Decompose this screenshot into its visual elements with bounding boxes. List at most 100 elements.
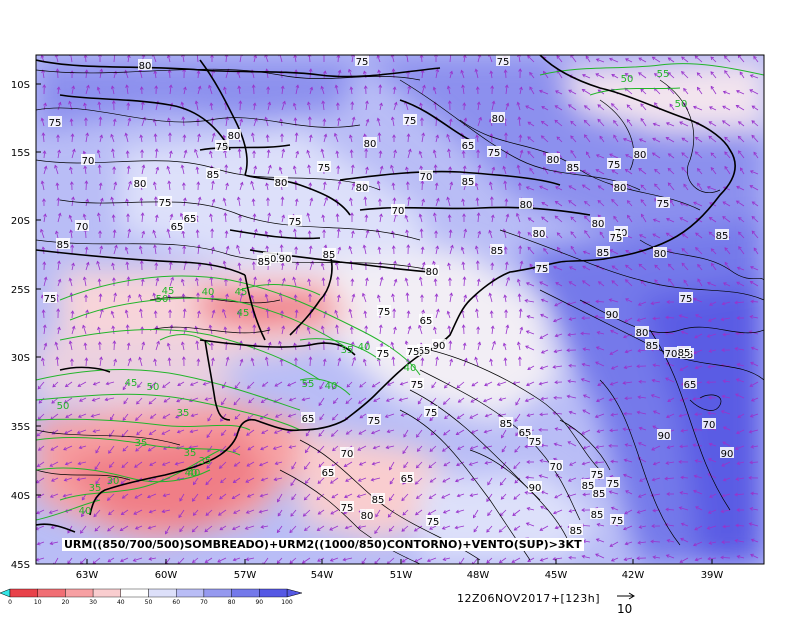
wind-vector: [584, 120, 591, 127]
wind-vector: [154, 71, 157, 79]
wind-vector-head: [525, 330, 530, 334]
wind-vector: [273, 445, 283, 450]
wind-vector: [405, 215, 409, 223]
wind-vector-head: [680, 475, 684, 480]
wind-vector: [680, 492, 689, 495]
wind-vector: [449, 119, 452, 127]
wind-vector-head: [419, 228, 424, 232]
lon-tick-label: 60W: [155, 570, 178, 581]
wind-vector-head: [665, 507, 669, 512]
wind-vector: [125, 310, 129, 319]
wind-vector: [735, 524, 745, 527]
wind-vector: [371, 429, 381, 434]
wind-vector: [499, 525, 507, 533]
black-contour-label: 75: [608, 160, 621, 171]
wind-vector: [554, 493, 563, 499]
wind-vector-head: [542, 151, 547, 156]
colorbar-segment: [65, 588, 94, 598]
wind-vector-head: [706, 185, 711, 190]
wind-vector-head: [348, 245, 353, 250]
wind-vector: [134, 461, 143, 468]
wind-vector: [471, 381, 479, 387]
wind-vector: [379, 277, 383, 287]
wind-vector-head: [40, 228, 44, 233]
wind-vector-head: [610, 366, 615, 370]
wind-vector: [295, 85, 299, 95]
wind-vector-head: [36, 526, 39, 531]
wind-vector-head: [654, 264, 658, 269]
wind-vector: [555, 428, 563, 431]
black-contour-label: 75: [680, 294, 693, 305]
wind-vector-head: [554, 119, 559, 124]
wind-vector-head: [264, 116, 268, 121]
wind-vector-head: [247, 416, 251, 420]
wind-vector-head: [581, 280, 586, 284]
wind-vector-head: [446, 133, 450, 138]
wind-vector-head: [94, 527, 99, 532]
green-contour-label: 50: [147, 382, 160, 393]
wind-vector-head: [342, 557, 347, 562]
wind-vector-head: [267, 341, 272, 346]
wind-vector: [525, 105, 535, 111]
wind-vector: [638, 168, 647, 175]
wind-vector: [723, 380, 731, 383]
wind-vector: [137, 381, 143, 388]
green-contour-label: 40: [185, 468, 198, 479]
wind-vector-head: [595, 346, 600, 350]
wind-vector-head: [582, 250, 587, 255]
wind-vector: [597, 429, 605, 433]
wind-vector: [417, 413, 423, 421]
wind-vector-head: [540, 350, 545, 354]
wind-vector-head: [749, 281, 754, 285]
wind-vector: [99, 293, 102, 303]
wind-vector-head: [192, 498, 196, 502]
wind-vector: [336, 213, 339, 223]
wind-vector-head: [233, 401, 238, 406]
wind-vector: [97, 87, 101, 95]
wind-vector-head: [516, 101, 521, 106]
wind-vector-head: [175, 445, 180, 450]
wind-vector-head: [57, 326, 61, 331]
wind-vector-head: [737, 216, 742, 221]
lat-tick-label: 30S: [11, 353, 30, 364]
wind-vector-head: [280, 262, 285, 266]
wind-vector-head: [525, 522, 530, 526]
wind-vector-head: [266, 326, 271, 330]
wind-vector: [260, 445, 269, 450]
wind-vector-head: [710, 71, 714, 75]
wind-vector: [667, 445, 675, 449]
wind-vector: [267, 165, 271, 175]
wind-vector-head: [294, 132, 299, 136]
wind-vector-head: [260, 446, 264, 451]
wind-vector: [169, 85, 172, 95]
wind-vector: [735, 348, 745, 351]
wind-vector-head: [84, 357, 89, 361]
wind-vector-head: [580, 331, 584, 336]
wind-vector: [519, 327, 523, 335]
wind-vector-head: [153, 244, 157, 248]
wind-vector: [736, 378, 745, 383]
wind-vector-head: [239, 181, 244, 186]
wind-vector: [613, 120, 619, 127]
wind-vector: [319, 413, 325, 420]
wind-vector-head: [678, 459, 682, 464]
wind-vector: [416, 493, 423, 499]
wind-vector-head: [694, 412, 698, 417]
wind-vector: [51, 397, 59, 404]
wind-vector: [222, 381, 227, 389]
wind-vector: [362, 293, 367, 303]
wind-vector: [737, 461, 745, 465]
wind-vector-head: [86, 84, 90, 89]
wind-vector: [640, 88, 647, 95]
wind-vector: [365, 341, 369, 351]
wind-vector: [97, 150, 101, 159]
colorbar-segment: [203, 588, 232, 598]
wind-vector: [183, 87, 186, 95]
wind-vector-head: [526, 507, 531, 511]
wind-vector: [183, 198, 186, 207]
wind-vector-head: [388, 497, 393, 502]
wind-vector-head: [568, 555, 572, 560]
wind-vector-head: [303, 496, 308, 501]
wind-vector: [693, 106, 703, 111]
wind-vector-head: [234, 416, 239, 420]
